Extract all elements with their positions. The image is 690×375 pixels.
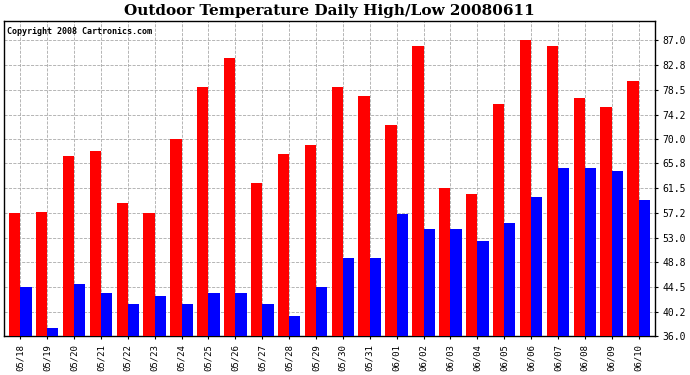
- Bar: [170, 139, 181, 336]
- Bar: [343, 258, 354, 336]
- Bar: [600, 107, 611, 336]
- Bar: [235, 293, 246, 336]
- Bar: [611, 171, 623, 336]
- Bar: [90, 151, 101, 336]
- Bar: [144, 213, 155, 336]
- Bar: [558, 168, 569, 336]
- Bar: [20, 287, 32, 336]
- Bar: [359, 96, 370, 336]
- Bar: [370, 258, 381, 336]
- Bar: [638, 200, 650, 336]
- Bar: [627, 81, 638, 336]
- Bar: [412, 46, 424, 336]
- Bar: [439, 188, 451, 336]
- Title: Outdoor Temperature Daily High/Low 20080611: Outdoor Temperature Daily High/Low 20080…: [124, 4, 535, 18]
- Bar: [63, 156, 74, 336]
- Bar: [385, 124, 397, 336]
- Bar: [305, 145, 316, 336]
- Bar: [573, 99, 585, 336]
- Bar: [504, 223, 515, 336]
- Bar: [585, 168, 596, 336]
- Bar: [531, 197, 542, 336]
- Bar: [208, 293, 219, 336]
- Bar: [316, 287, 327, 336]
- Bar: [36, 211, 47, 336]
- Bar: [9, 213, 20, 336]
- Bar: [197, 87, 208, 336]
- Bar: [477, 241, 489, 336]
- Bar: [520, 40, 531, 336]
- Bar: [289, 316, 300, 336]
- Bar: [332, 87, 343, 336]
- Bar: [424, 229, 435, 336]
- Bar: [74, 284, 86, 336]
- Bar: [181, 304, 193, 336]
- Bar: [117, 203, 128, 336]
- Bar: [155, 296, 166, 336]
- Bar: [546, 46, 558, 336]
- Bar: [397, 214, 408, 336]
- Bar: [262, 304, 273, 336]
- Bar: [224, 58, 235, 336]
- Bar: [278, 154, 289, 336]
- Bar: [47, 328, 59, 336]
- Bar: [493, 104, 504, 336]
- Bar: [451, 229, 462, 336]
- Text: Copyright 2008 Cartronics.com: Copyright 2008 Cartronics.com: [8, 27, 152, 36]
- Bar: [466, 194, 477, 336]
- Bar: [101, 293, 112, 336]
- Bar: [128, 304, 139, 336]
- Bar: [251, 183, 262, 336]
